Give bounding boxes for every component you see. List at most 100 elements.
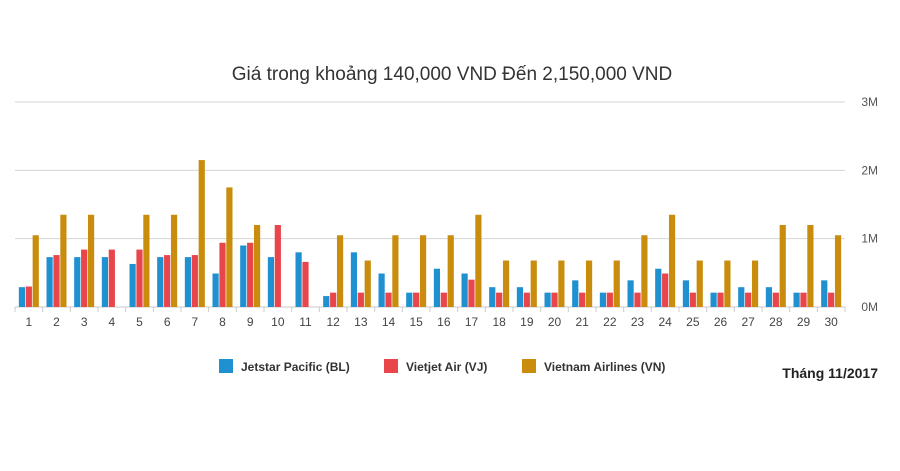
bar (461, 273, 468, 307)
bar (219, 242, 226, 307)
bar (800, 292, 807, 307)
y-tick-label: 3M (861, 95, 878, 109)
y-tick-label: 0M (861, 300, 878, 314)
bar (496, 292, 503, 307)
bar (834, 235, 842, 307)
bar (336, 235, 344, 307)
bar (641, 235, 648, 307)
bar (253, 225, 261, 307)
legend-swatch (219, 359, 233, 373)
x-tick-label: 10 (271, 315, 285, 329)
bar (212, 273, 219, 307)
bar (606, 292, 613, 307)
bar (828, 292, 835, 307)
bar (157, 257, 164, 307)
bar (447, 235, 454, 307)
month-note: Tháng 11/2017 (782, 365, 878, 381)
bar (184, 257, 192, 307)
legend-swatch (384, 359, 398, 373)
x-tick-label: 29 (797, 315, 811, 329)
bar (710, 292, 717, 307)
bar (682, 280, 690, 307)
bar (717, 292, 724, 307)
y-tick-label: 2M (861, 163, 878, 177)
bar (440, 292, 447, 307)
bar (599, 292, 607, 307)
x-tick-label: 27 (741, 315, 755, 329)
bar (655, 268, 662, 307)
bar (772, 292, 779, 307)
bar (765, 287, 773, 307)
chart-title: Giá trong khoảng 140,000 VND Đến 2,150,0… (232, 64, 672, 85)
bar (662, 273, 669, 307)
bar (634, 292, 641, 307)
x-tick-label: 3 (81, 315, 88, 329)
bar (350, 252, 358, 307)
bar (433, 268, 441, 307)
x-tick-label: 23 (631, 315, 645, 329)
bar (25, 286, 32, 307)
x-tick-label: 1 (25, 315, 32, 329)
x-tick-label: 15 (409, 315, 423, 329)
bar (745, 292, 752, 307)
x-tick-label: 11 (299, 315, 312, 329)
bar (392, 235, 399, 307)
bar (302, 261, 309, 307)
bar (475, 214, 482, 307)
bar (585, 260, 593, 307)
x-tick-label: 30 (824, 315, 838, 329)
bar (468, 279, 475, 307)
x-tick-label: 12 (326, 315, 340, 329)
bar (191, 255, 198, 307)
legend-label: Jetstar Pacific (BL) (241, 360, 350, 374)
x-tick-label: 7 (191, 315, 198, 329)
bar (378, 273, 385, 307)
bar (129, 263, 136, 307)
bar (579, 292, 586, 307)
bar (46, 257, 53, 307)
bar (164, 255, 171, 307)
x-tick-label: 26 (714, 315, 728, 329)
bar (751, 260, 759, 307)
bar (413, 292, 420, 307)
x-tick-label: 17 (465, 315, 479, 329)
y-tick-label: 1M (861, 232, 878, 246)
bar (807, 225, 814, 307)
bar (516, 287, 524, 307)
bars-group (18, 160, 842, 307)
x-tick-label: 22 (603, 315, 617, 329)
x-tick-label: 20 (548, 315, 562, 329)
x-tick-label: 19 (520, 315, 534, 329)
x-tick-label: 24 (658, 315, 672, 329)
y-axis-ticks: 0M 1M 2M 3M (861, 95, 878, 314)
x-tick-label: 8 (219, 315, 226, 329)
bar (101, 257, 109, 307)
x-tick-label: 9 (247, 315, 254, 329)
bar (87, 214, 95, 307)
bar (613, 260, 620, 307)
bar (668, 214, 676, 307)
bar (502, 260, 510, 307)
bar (627, 280, 634, 307)
bar (724, 260, 731, 307)
bar (419, 235, 427, 307)
bar (406, 292, 413, 307)
legend: Jetstar Pacific (BL) Vietjet Air (VJ) Viet… (219, 359, 665, 374)
x-tick-label: 6 (164, 315, 171, 329)
legend-swatch (522, 359, 536, 373)
bar (74, 257, 81, 307)
x-axis-ticks: 1 2 3 4 5 6 7 8 9 10 11 12 13 14 15 16 17 18 19 20 21 22 23 24 2… (14, 307, 846, 329)
bar (793, 292, 800, 307)
x-tick-label: 28 (769, 315, 783, 329)
bar (696, 260, 703, 307)
bar (18, 287, 26, 307)
x-tick-label: 5 (136, 315, 143, 329)
bar (170, 214, 178, 307)
bar (385, 292, 392, 307)
bar (558, 260, 565, 307)
x-tick-label: 18 (492, 315, 506, 329)
x-tick-label: 14 (382, 315, 396, 329)
bar (523, 292, 530, 307)
bar (32, 235, 39, 307)
